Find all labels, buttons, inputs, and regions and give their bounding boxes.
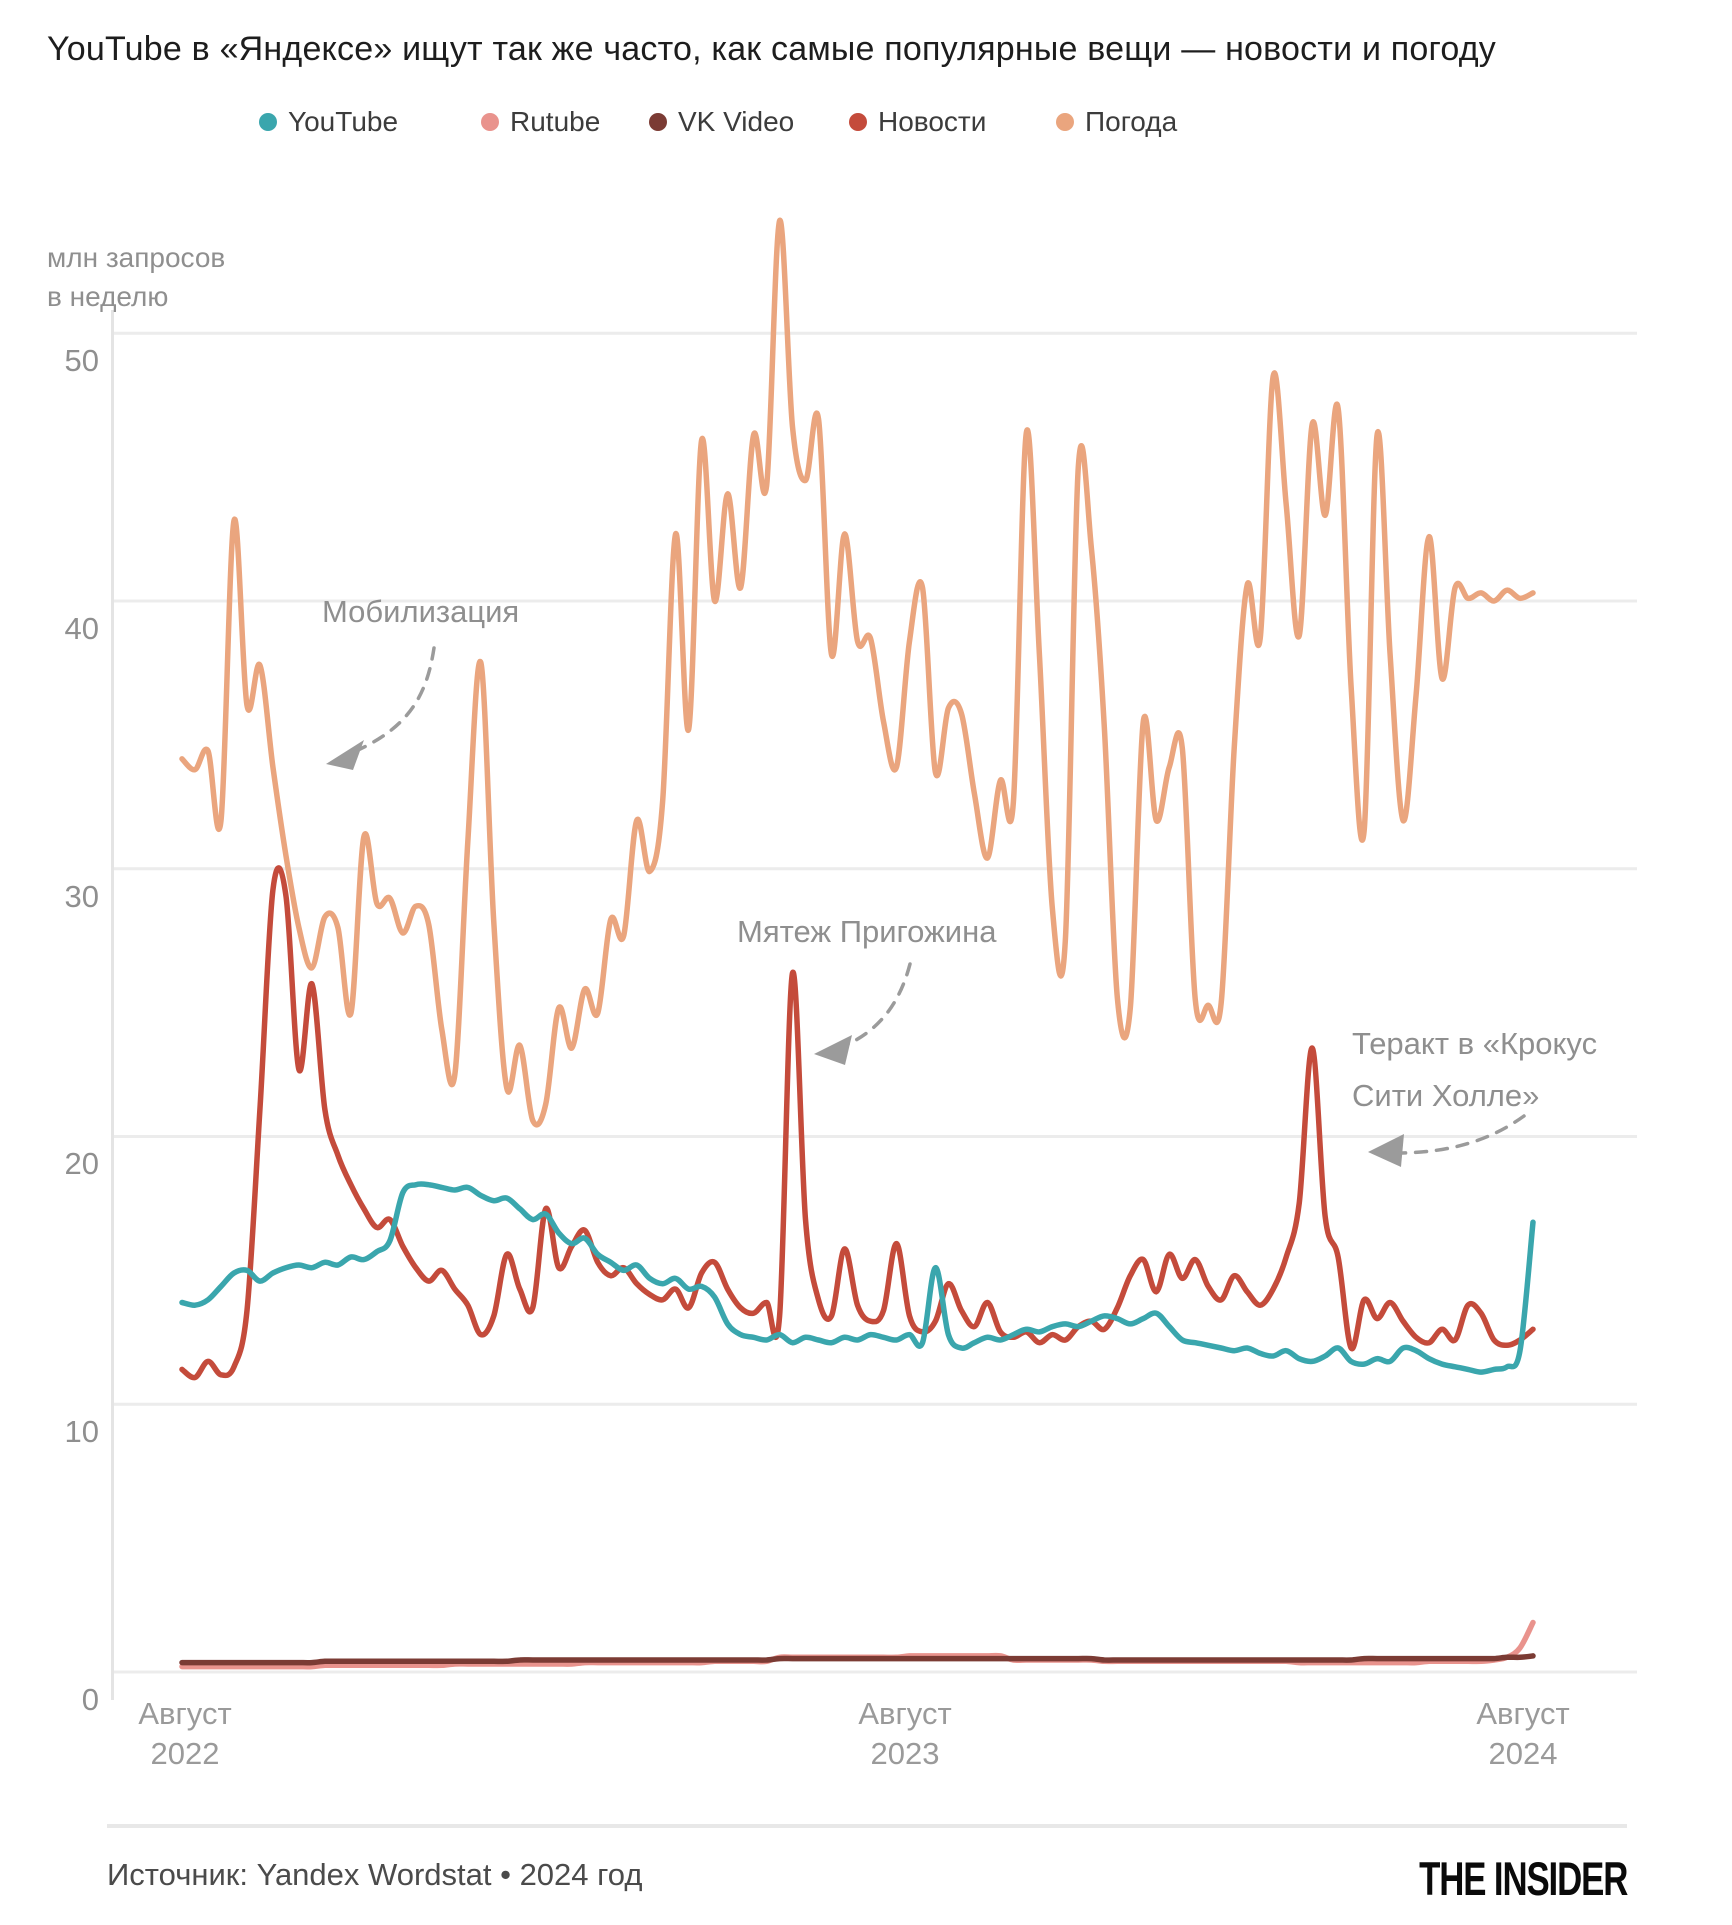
y-tick-label: 20 (64, 1146, 99, 1182)
y-axis-unit-line2: в неделю (47, 281, 169, 312)
x-tick-month: Август (138, 1696, 232, 1731)
x-tick-year: 2023 (870, 1736, 940, 1771)
novosti-legend-dot-icon (849, 113, 867, 131)
legend-label: VK Video (678, 106, 795, 137)
source-credit: Источник: Yandex Wordstat • 2024 год (107, 1857, 643, 1892)
pogoda-legend-dot-icon (1056, 113, 1074, 131)
legend-item-vk-video: VK Video (649, 106, 794, 138)
legend-item-novosti: Новости (849, 106, 986, 138)
legend-item-pogoda: Погода (1056, 106, 1177, 138)
annotation-mobilization: Мобилизация (322, 594, 520, 629)
vk-video-legend-dot-icon (649, 113, 667, 131)
prigozhin-arrow (840, 962, 912, 1049)
crocus-arrowhead-icon (1368, 1134, 1404, 1167)
x-tick-month: Август (858, 1696, 952, 1731)
footer-divider (107, 1824, 1627, 1828)
annotation-arrows (356, 646, 1526, 1155)
annotation-crocus: Теракт в «Крокус Сити Холле» (1352, 1018, 1597, 1122)
youtube-legend-dot-icon (259, 113, 277, 131)
legend-label: Новости (878, 106, 987, 137)
x-tick-aug-2023: Август 2023 (795, 1694, 1015, 1774)
legend-item-youtube: YouTube (259, 106, 398, 138)
annotation-arrowheads (326, 740, 1404, 1167)
annotation-prigozhin: Мятеж Пригожина (737, 914, 997, 949)
y-axis-unit-line1: млн запросов (47, 242, 226, 273)
y-tick-label: 10 (64, 1414, 99, 1450)
y-tick-label: 0 (81, 1682, 99, 1717)
y-tick-label: 40 (64, 610, 99, 646)
crocus-arrow (1400, 1114, 1526, 1155)
y-tick-label: 50 (64, 343, 99, 379)
rutube-legend-dot-icon (481, 113, 499, 131)
the-insider-logo: THE INSIDER (1418, 1852, 1628, 1905)
x-tick-year: 2022 (150, 1736, 220, 1771)
gridlines (112, 331, 1637, 1674)
series-line-погода (179, 217, 1536, 1128)
annotation-crocus-line2: Сити Холле» (1352, 1078, 1540, 1113)
series-line-vk-video (179, 1653, 1536, 1666)
legend-label: Rutube (510, 106, 601, 137)
x-tick-year: 2024 (1488, 1736, 1558, 1771)
legend-label: YouTube (288, 106, 399, 137)
y-tick-label: 30 (64, 878, 99, 914)
series-line-youtube (179, 1181, 1536, 1375)
y-axis-unit-label: млн запросов в неделю (47, 238, 225, 316)
legend-label: Погода (1085, 106, 1178, 137)
x-tick-month: Август (1476, 1696, 1570, 1731)
x-tick-aug-2022: Август 2022 (75, 1694, 295, 1774)
mobilization-arrowhead-icon (326, 740, 364, 770)
annotation-crocus-line1: Теракт в «Крокус (1352, 1026, 1598, 1061)
data-series (179, 217, 1536, 1670)
chart-title: YouTube в «Яндексе» ищут так же часто, к… (47, 30, 1496, 68)
series-line-новости (179, 865, 1536, 1381)
mobilization-arrow (356, 646, 436, 752)
x-tick-aug-2024: Август 2024 (1413, 1694, 1633, 1774)
legend-item-rutube: Rutube (481, 106, 600, 138)
prigozhin-arrowhead-icon (814, 1035, 852, 1065)
